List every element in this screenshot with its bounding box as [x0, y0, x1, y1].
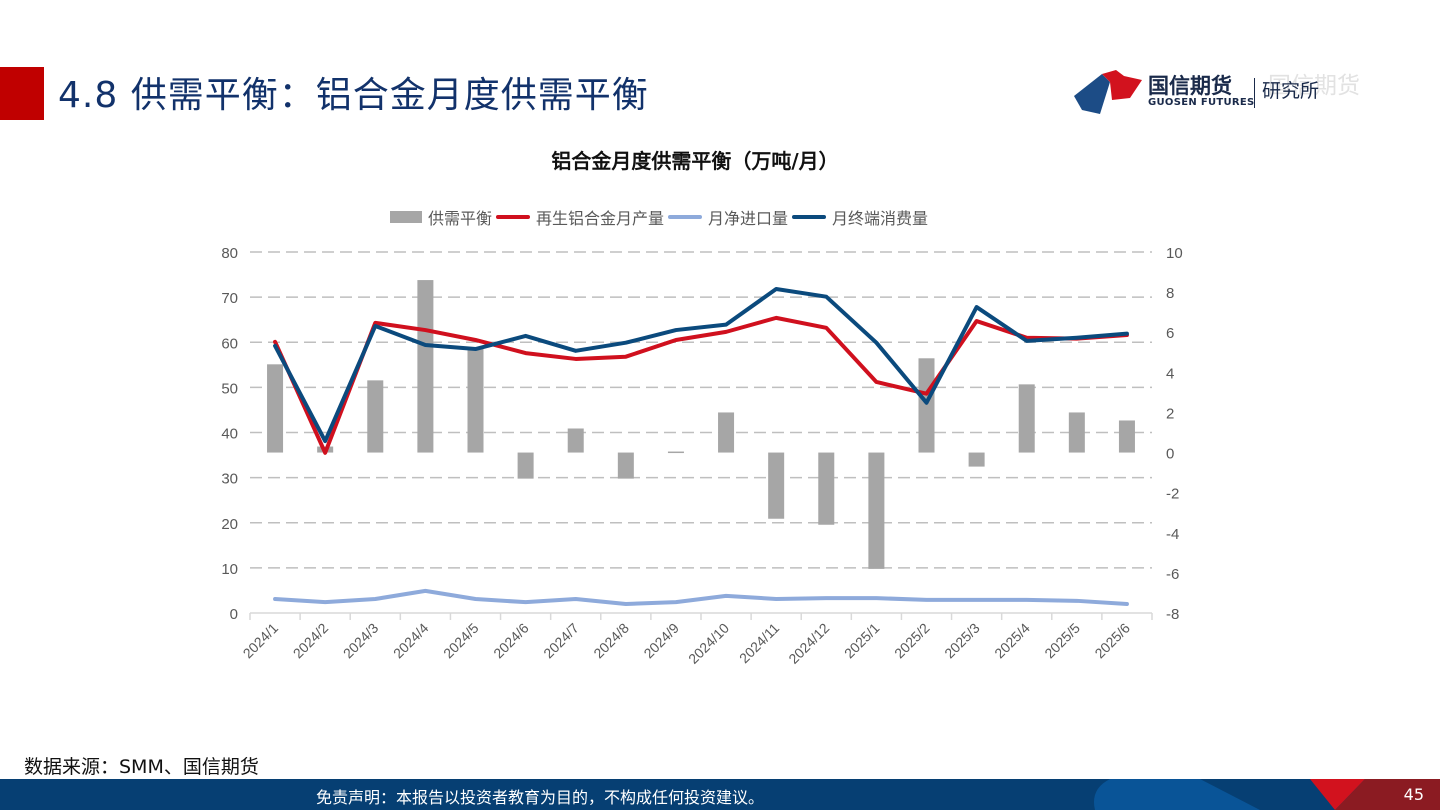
balance-bar [1118, 420, 1135, 453]
logo-divider [1254, 78, 1255, 108]
data-source: 数据来源：SMM、国信期货 [24, 756, 259, 778]
legend-label: 月净进口量 [708, 209, 789, 228]
footer-decoration-icon [1094, 779, 1440, 810]
x-axis-label: 2025/2 [891, 620, 933, 662]
logo-mark-icon [1074, 70, 1142, 114]
footer-bar: 免责声明：本报告以投资者教育为目的，不构成任何投资建议。 45 [0, 779, 1440, 810]
series-line [273, 315, 1129, 455]
right-axis-tick: -4 [1166, 526, 1179, 543]
x-axis-label: 2024/10 [685, 620, 732, 667]
right-axis-tick: 2 [1166, 405, 1174, 422]
balance-bar [517, 452, 534, 479]
left-axis-tick: 20 [221, 516, 238, 533]
logo-name-cn: 国信期货 [1148, 74, 1232, 98]
legend-item-balance: 供需平衡 [390, 205, 492, 229]
logo-department: 研究所 [1262, 80, 1320, 102]
right-axis-tick: 4 [1166, 365, 1174, 382]
legend-label: 供需平衡 [428, 209, 493, 228]
balance-bar [768, 452, 785, 519]
legend-item-imports: 月净进口量 [668, 205, 788, 229]
right-axis-tick: 10 [1166, 245, 1183, 262]
company-logo: 国信期货 国信期货 GUOSEN FUTURES 研究所 [1072, 68, 1372, 114]
x-axis-label: 2024/2 [290, 620, 332, 662]
legend-swatch-line [792, 215, 827, 219]
balance-bar [367, 380, 384, 453]
left-axis-tick: 80 [221, 245, 238, 262]
legend-label: 再生铝合金月产量 [536, 209, 665, 228]
x-axis-label: 2024/1 [240, 620, 282, 662]
balance-bar [467, 348, 484, 453]
balance-bar [417, 280, 434, 453]
balance-bar [818, 452, 835, 525]
x-axis-label: 2025/1 [841, 620, 883, 662]
left-axis-tick: 30 [221, 471, 238, 488]
left-axis-tick: 10 [221, 561, 238, 578]
x-axis-label: 2024/5 [440, 620, 482, 662]
legend-item-consumption: 月终端消费量 [792, 205, 928, 229]
logo-name-en: GUOSEN FUTURES [1148, 97, 1255, 108]
page-number: 45 [1403, 785, 1424, 804]
disclaimer: 免责声明：本报告以投资者教育为目的，不构成任何投资建议。 [315, 788, 764, 807]
left-axis-tick: 40 [221, 426, 238, 443]
x-axis-label: 2024/7 [540, 620, 582, 662]
right-axis-tick: 0 [1166, 446, 1174, 463]
x-axis-label: 2024/6 [490, 620, 532, 662]
x-axis-label: 2024/11 [736, 620, 783, 667]
x-axis-label: 2025/5 [1041, 620, 1083, 662]
x-axis-label: 2025/4 [991, 620, 1033, 662]
balance-bar [1018, 384, 1035, 453]
x-axis-label: 2025/3 [941, 620, 983, 662]
x-axis-label: 2024/12 [785, 620, 832, 667]
legend-swatch-line [496, 215, 531, 219]
left-axis-tick: 50 [221, 380, 238, 397]
legend-swatch-line [668, 215, 703, 219]
balance-bar [617, 452, 634, 479]
balance-bar [868, 452, 885, 569]
x-axis-label: 2025/6 [1091, 620, 1133, 662]
title-accent-bar [0, 67, 44, 120]
legend-label: 月终端消费量 [832, 209, 929, 228]
balance-bar [267, 364, 284, 453]
chart-title: 铝合金月度供需平衡（万吨/月） [551, 149, 839, 173]
left-axis-tick: 0 [230, 606, 238, 623]
right-axis-tick: 8 [1166, 285, 1174, 302]
balance-bar [1068, 412, 1085, 453]
right-axis-tick: 6 [1166, 325, 1174, 342]
series-line [273, 287, 1129, 444]
left-axis-tick: 70 [221, 290, 238, 307]
x-axis-label: 2024/8 [590, 620, 632, 662]
legend-swatch-bar [390, 211, 422, 223]
right-axis-tick: -6 [1166, 566, 1179, 583]
x-axis-label: 2024/4 [390, 620, 432, 662]
balance-bar [968, 452, 985, 467]
legend-item-production: 再生铝合金月产量 [496, 205, 664, 229]
chart-legend: 供需平衡 再生铝合金月产量 月净进口量 月终端消费量 [390, 205, 932, 229]
balance-bar [918, 358, 935, 453]
right-axis-tick: -8 [1166, 606, 1179, 623]
balance-bar [667, 451, 684, 454]
right-axis-tick: -2 [1166, 486, 1179, 503]
x-axis-label: 2024/9 [640, 620, 682, 662]
series-line [273, 588, 1129, 606]
balance-bar [718, 412, 735, 453]
balance-bar [567, 428, 584, 453]
page-title: 4.8 供需平衡：铝合金月度供需平衡 [58, 75, 649, 116]
x-axis-label: 2024/3 [340, 620, 382, 662]
left-axis-tick: 60 [221, 335, 238, 352]
